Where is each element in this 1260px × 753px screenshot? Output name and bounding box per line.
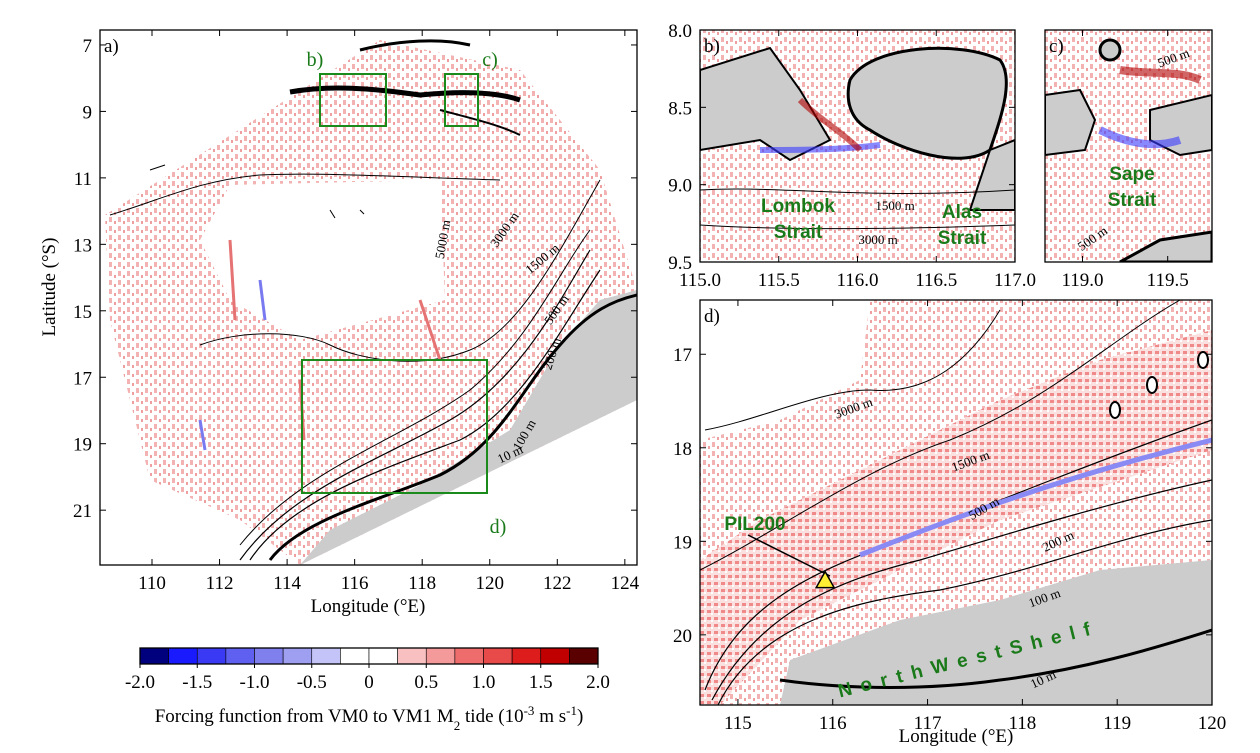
y-tick-label: 13 [73,235,92,256]
y-tick-label: 9.0 [668,176,692,197]
x-tick-label: 118 [1008,713,1036,734]
map-b-background [700,30,1015,262]
colorbar-segment [425,647,456,665]
colorbar-segment [540,647,570,665]
x-tick-label: 119.0 [1061,270,1103,291]
colorbar-tick-label: -1.0 [239,672,269,693]
x-tick-label: 120 [1198,713,1227,734]
contour-label: 3000 m [858,232,897,247]
map-frame [99,29,638,566]
y-tick-label: 15 [73,302,92,323]
colorbar-segment [483,647,513,665]
x-tick-label: 116 [819,713,847,734]
map-c-background [1045,30,1212,262]
y-axis-label: Latitude (°S) [39,238,60,337]
x-tick-label: 114 [273,573,301,594]
x-tick-label: 112 [206,573,234,594]
map-d-background [700,300,1212,705]
colorbar-segment [311,647,341,665]
inset-label: d) [490,516,507,538]
x-tick-label: 115 [724,713,752,734]
x-axis-label: Longitude (°E) [899,726,1014,747]
colorbar-label: Forcing function from VM0 to VM1 M2 tide… [155,703,584,733]
map-frame [1044,29,1213,263]
strait-label: Alas [942,202,982,223]
map-a-background [105,39,637,565]
x-tick-label: 116.0 [836,270,878,291]
colorbar-tick-label: 0 [364,672,374,693]
panel-label: c) [1049,36,1064,57]
y-tick-label: 7 [83,36,93,57]
x-tick-label: 110 [138,573,166,594]
colorbar-segment [168,647,198,665]
colorbar-segment [254,647,284,665]
y-tick-label: 19 [673,532,692,553]
colorbar-segment [139,647,169,665]
y-tick-label: 20 [673,626,692,647]
x-tick-label: 116.5 [915,270,957,291]
inset-label: c) [482,49,498,71]
strait-label: Sape [1109,164,1154,185]
y-tick-label: 11 [74,169,92,190]
strait-label: Strait [1108,190,1157,211]
y-tick-label: 9.5 [668,253,692,274]
map-frame [699,299,1213,706]
x-tick-label: 124 [611,573,640,594]
y-tick-label: 17 [73,368,92,389]
strait-label: Strait [774,222,823,243]
y-tick-label: 18 [673,439,692,460]
inset-boxes [301,73,488,494]
colorbar-segment [282,647,313,665]
colorbar-segment [368,647,398,665]
x-tick-label: 117.0 [994,270,1036,291]
colorbar-segment [454,647,484,665]
panel-label: d) [704,306,720,327]
y-tick-label: 21 [73,501,92,522]
colorbar-tick-label: 1.0 [472,672,496,693]
x-tick-label: 117 [914,713,942,734]
panel-label: a) [104,36,119,57]
x-tick-label: 116 [341,573,369,594]
y-tick-label: 19 [73,435,92,456]
colorbar-tick-label: 1.5 [529,672,553,693]
contour-label: 1500 m [875,198,914,213]
inset-label: b) [307,49,324,71]
colorbar-segment [569,647,599,665]
x-tick-label: 118 [408,573,436,594]
strait-label: Strait [938,228,987,249]
panel-label: b) [704,36,720,57]
colorbar-tick-label: 0.5 [414,672,438,693]
colorbar-segment [511,647,542,665]
contour-label: 5000 m [432,219,454,260]
x-tick-label: 115.0 [679,270,721,291]
x-tick-label: 115.5 [758,270,800,291]
pointer-line [747,534,831,577]
y-tick-label: 17 [673,345,692,366]
colorbar-segment [196,647,227,665]
strait-label: Lombok [761,196,835,217]
x-tick-label: 119.5 [1147,270,1189,291]
x-tick-label: 119 [1103,713,1131,734]
colorbar-segment [340,647,370,665]
colorbar-segment [225,647,255,665]
y-tick-label: 9 [83,102,93,123]
station-marker [814,570,836,589]
colorbar-tick-label: -2.0 [125,672,155,693]
x-axis-label: Longitude (°E) [311,596,426,617]
y-tick-label: 8.0 [668,21,692,42]
station-label: PIL200 [724,514,785,535]
y-tick-label: 8.5 [668,98,692,119]
x-tick-label: 122 [543,573,572,594]
colorbar-tick-label: -1.5 [182,672,212,693]
colorbar-tick-label: 2.0 [586,672,610,693]
colorbar-tick-label: -0.5 [297,672,327,693]
x-tick-label: 120 [475,573,504,594]
colorbar-segment [397,647,427,665]
